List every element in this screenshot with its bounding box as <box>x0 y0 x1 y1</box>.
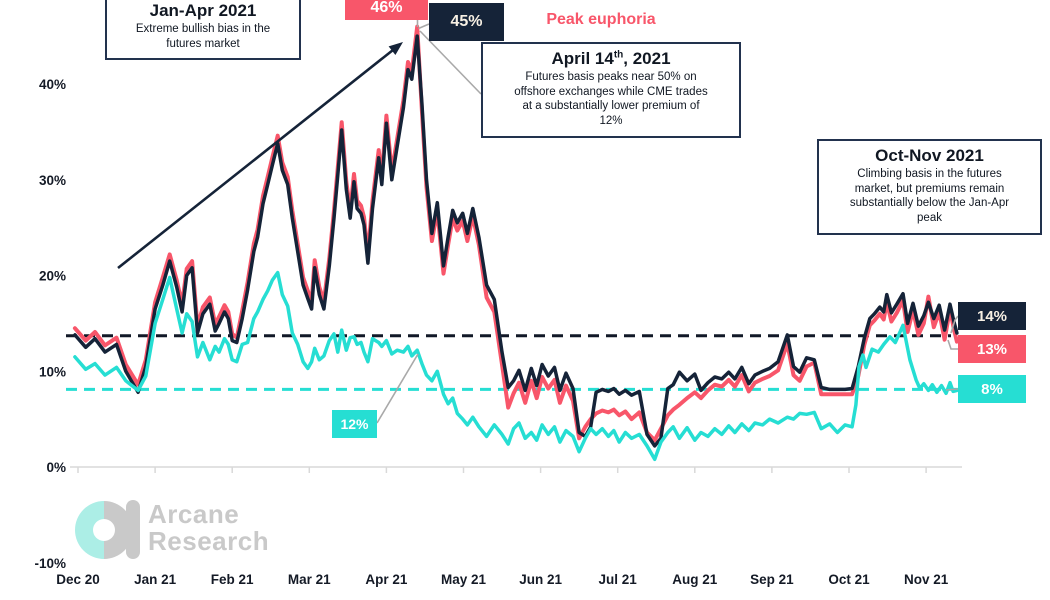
svg-text:20%: 20% <box>39 269 66 284</box>
svg-text:Jan 21: Jan 21 <box>134 572 177 587</box>
svg-text:0%: 0% <box>46 460 66 475</box>
svg-text:10%: 10% <box>39 364 66 379</box>
svg-text:Jul 21: Jul 21 <box>599 572 638 587</box>
leader-line-45 <box>418 23 430 30</box>
svg-text:-10%: -10% <box>34 556 66 571</box>
trend-arrow-icon <box>117 42 403 270</box>
annotation-box-april-14: April 14th, 2021 Futures basis peaks nea… <box>481 42 741 138</box>
annotation-box-jan-apr: Jan-Apr 2021 Extreme bullish bias in the… <box>105 0 301 61</box>
value-tag-peak-navy: 45% <box>429 3 504 41</box>
annotation-box-oct-nov: Oct-Nov 2021 Climbing basis in the futur… <box>817 139 1042 235</box>
svg-text:Nov 21: Nov 21 <box>904 572 949 587</box>
svg-text:40%: 40% <box>39 77 66 92</box>
svg-text:Oct 21: Oct 21 <box>828 572 870 587</box>
svg-text:Feb 21: Feb 21 <box>211 572 254 587</box>
value-tag-peak-red: 46% <box>345 0 428 20</box>
value-tag-apr-cme: 12% <box>332 410 377 438</box>
leader-line-14 <box>950 315 959 334</box>
value-tag-end-navy: 14% <box>958 302 1026 330</box>
annotation-title: Oct-Nov 2021 <box>875 146 984 165</box>
value-tag-end-cyan: 8% <box>958 375 1026 403</box>
svg-text:Aug 21: Aug 21 <box>672 572 718 587</box>
annotation-body: Futures basis peaks near 50% on offshore… <box>514 71 708 128</box>
logo-line2: Research <box>148 526 270 556</box>
leader-line-13 <box>947 339 958 350</box>
svg-text:Mar 21: Mar 21 <box>288 572 331 587</box>
svg-text:May 21: May 21 <box>441 572 487 587</box>
svg-text:Dec 20: Dec 20 <box>56 572 100 587</box>
leader-line-april-box <box>419 30 482 95</box>
logo-line1: Arcane <box>148 499 240 529</box>
annotation-title: April 14th, 2021 <box>551 49 671 68</box>
leader-line-8 <box>945 388 959 391</box>
annotation-body: Extreme bullish bias in the futures mark… <box>135 23 271 50</box>
leader-line-12 <box>376 353 419 424</box>
svg-text:30%: 30% <box>39 173 66 188</box>
annotation-title: Jan-Apr 2021 <box>149 1 257 20</box>
logo-text: Arcane Research <box>148 501 269 555</box>
annotation-body: Climbing basis in the futures market, bu… <box>849 168 1010 225</box>
svg-text:Sep 21: Sep 21 <box>750 572 794 587</box>
svg-text:Apr 21: Apr 21 <box>365 572 408 587</box>
svg-text:Jun 21: Jun 21 <box>519 572 562 587</box>
value-tag-end-red: 13% <box>958 335 1026 363</box>
peak-euphoria-label: Peak euphoria <box>546 11 656 28</box>
